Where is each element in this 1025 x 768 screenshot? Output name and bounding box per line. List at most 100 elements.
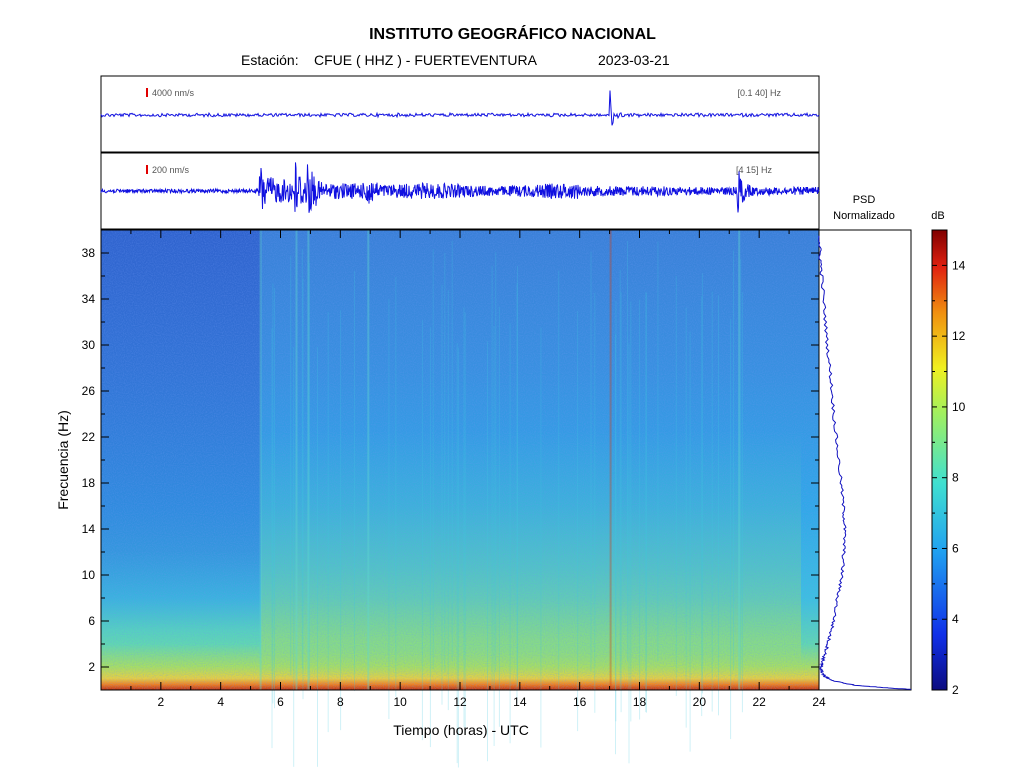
seismogram-bottom-scale-bar [146, 165, 148, 174]
date-label: 2023-03-21 [598, 52, 670, 68]
spectrogram-streak [340, 310, 342, 731]
spectrogram-streak [432, 249, 434, 670]
seismogram-bottom-filter-label: [4 15] Hz [736, 165, 773, 175]
x-tick-label: 14 [513, 695, 527, 709]
psd-frame [818, 229, 912, 691]
psd-subtitle: Normalizado [833, 210, 895, 222]
spectrogram-streak [718, 295, 719, 716]
y-tick-label: 30 [82, 338, 96, 352]
y-tick-label: 14 [82, 522, 96, 536]
seismogram-top-scale-label: 4000 nm/s [152, 88, 195, 98]
spectrogram-streak [451, 240, 453, 661]
seismogram-bottom-scale-label: 200 nm/s [152, 165, 190, 175]
spectrogram-streak [464, 312, 466, 733]
colorbar-tick-label: 6 [952, 541, 959, 555]
spectrogram-streak [615, 334, 616, 755]
x-tick-label: 10 [393, 695, 407, 709]
spectrogram-streak [491, 265, 493, 686]
x-tick-label: 2 [157, 695, 164, 709]
station-name: CFUE ( HHZ ) - FUERTEVENTURA [314, 52, 537, 68]
spectrogram-streak [657, 241, 659, 662]
psd-title: PSD [853, 194, 876, 206]
x-tick-label: 18 [633, 695, 647, 709]
spectrogram-streak [615, 301, 617, 722]
spectrogram-streak [444, 252, 446, 673]
colorbar-tick-label: 10 [952, 400, 966, 414]
spectrogram-streak [675, 275, 677, 696]
seismogram-top-scale-bar [146, 88, 148, 97]
colorbar-tick-label: 2 [952, 683, 959, 697]
chart-title: INSTITUTO GEOGRÁFICO NACIONAL [369, 26, 656, 43]
colorbar-ticks: 2 4 6 8 10 12 14 [932, 229, 966, 697]
spectrogram-streak [457, 347, 459, 768]
spectrogram-streak [290, 255, 292, 676]
spectrogram-streak [493, 325, 495, 746]
spectrogram-streak [685, 307, 687, 728]
x-tick-label: 4 [217, 695, 224, 709]
spectrogram-streak [639, 299, 641, 720]
x-tick-label: 8 [337, 695, 344, 709]
spectrogram-streak [429, 327, 431, 748]
colorbar-tick-label: 12 [952, 329, 966, 343]
spectrogram-streak [463, 307, 465, 728]
spectrogram-streak [645, 292, 647, 713]
seismogram-bottom-panel: 200 nm/s [4 15] Hz [100, 152, 820, 230]
y-tick-label: 38 [82, 246, 96, 260]
spectrogram-streak [487, 341, 488, 762]
seismogram-bottom-trace [100, 162, 820, 213]
seismogram-top-panel: 4000 nm/s [0.1 40] Hz [100, 75, 820, 153]
x-tick-label: 22 [752, 695, 766, 709]
x-tick-label: 6 [277, 695, 284, 709]
spectrogram-streak [627, 241, 628, 662]
spectrogram-streak [293, 346, 295, 767]
spectrogram-streak [441, 284, 443, 705]
spectrogram-streak [272, 283, 274, 704]
spectrogram-streak [274, 288, 275, 709]
spectrogram-streak [689, 331, 691, 752]
spectrogram-streak [701, 296, 703, 717]
spectrogram-streak [730, 319, 732, 740]
spectrogram-streak [354, 271, 355, 692]
spectrogram-streak [628, 343, 630, 764]
spectrogram-streak [733, 250, 734, 671]
spectrogram-streak [307, 230, 310, 690]
spectrogram-streak [741, 292, 743, 713]
spectrogram-streak [317, 346, 318, 767]
spectrogram-streak [619, 269, 621, 690]
station-label: Estación: [241, 52, 299, 68]
spectrogram-streak [645, 292, 647, 713]
x-tick-label: 16 [573, 695, 587, 709]
spectrogram-panel: 2 4 6 8 10 12 14 16 18 20 22 24 261014182226303438 … [55, 229, 826, 768]
spectrogram-streak [367, 230, 370, 690]
spectrogram-streak [594, 292, 596, 713]
spectrogram-streak [271, 328, 273, 749]
spectrogram-streak [295, 230, 298, 690]
colorbar-label: dB [931, 210, 944, 222]
spectrogram-streak [308, 262, 310, 683]
spectrogram-streak [590, 251, 592, 672]
spectrogram-event-streaks [259, 230, 743, 768]
spectrogram-streak [738, 230, 741, 690]
colorbar-tick-label: 14 [952, 258, 966, 272]
seismogram-top-trace [100, 90, 820, 126]
psd-curve [818, 235, 912, 690]
spectrogram-streak [498, 306, 500, 727]
y-tick-label: 10 [82, 568, 96, 582]
y-tick-label: 22 [82, 430, 96, 444]
spectrogram-streak [609, 230, 612, 690]
spectrogram-streak [259, 230, 262, 690]
spectrogram-streak [558, 270, 560, 691]
spectrogram-streak [620, 292, 622, 713]
y-axis-label: Frecuencia (Hz) [55, 410, 71, 510]
spectrogram-streak [711, 291, 713, 712]
colorbar: dB 2 4 6 8 10 12 14 [931, 210, 965, 697]
colorbar-tick-label: 4 [952, 612, 959, 626]
spectrogram-streak [302, 279, 304, 700]
x-tick-label: 20 [693, 695, 707, 709]
spectrogram-streak [630, 301, 632, 722]
spectrogram-streak [388, 298, 390, 719]
spectrogram-streak [327, 312, 329, 733]
y-tick-label: 26 [82, 384, 96, 398]
